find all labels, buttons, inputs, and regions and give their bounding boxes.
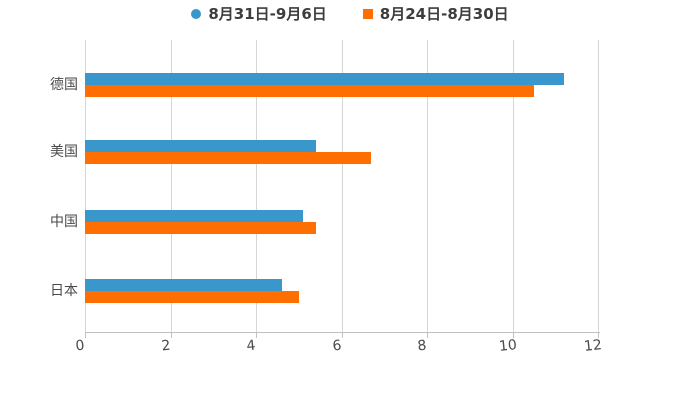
- gridline: [512, 40, 514, 332]
- bar-previous-week: [85, 222, 316, 234]
- bar-current-week: [85, 140, 316, 152]
- x-tick-label: 0: [74, 337, 86, 355]
- x-axis-tick: [427, 332, 428, 338]
- category-label: 日本: [50, 283, 78, 299]
- gridline: [427, 40, 428, 332]
- legend-item-week-aug31-sep6[interactable]: 8月31日-9月6日: [191, 5, 327, 23]
- x-axis-tick: [256, 332, 257, 338]
- x-tick-label: 2: [160, 337, 171, 355]
- legend-item-week-aug24-aug30[interactable]: 8月24日-8月30日: [362, 5, 509, 23]
- x-axis-tick: [85, 332, 86, 338]
- x-tick-label: 12: [583, 337, 603, 355]
- legend-square-marker-icon: [362, 9, 373, 19]
- x-axis-tick: [170, 332, 172, 338]
- x-tick-label: 6: [331, 337, 342, 355]
- bar-current-week: [85, 73, 564, 85]
- legend: 8月31日-9月6日 8月24日-8月30日: [0, 5, 700, 23]
- x-axis-tick: [512, 332, 514, 338]
- x-tick-label: 4: [245, 337, 257, 355]
- bar-previous-week: [85, 152, 372, 164]
- gridline: [170, 40, 172, 332]
- bar-current-week: [85, 210, 304, 222]
- x-tick-label: 10: [497, 337, 518, 355]
- gridline: [341, 40, 343, 332]
- gridline: [85, 40, 86, 332]
- legend-label-week-aug31-sep6: 8月31日-9月6日: [208, 5, 327, 23]
- category-label: 中国: [50, 214, 78, 230]
- x-tick-label: 8: [416, 337, 428, 355]
- gridline: [598, 40, 599, 332]
- x-axis-line: [85, 332, 600, 333]
- bar-previous-week: [85, 291, 299, 303]
- x-axis-tick: [598, 332, 599, 338]
- gridline: [256, 40, 257, 332]
- category-label: 美国: [50, 144, 78, 160]
- bar-current-week: [85, 279, 282, 291]
- x-axis-tick: [341, 332, 343, 338]
- category-label: 德国: [50, 77, 78, 93]
- bar-previous-week: [85, 85, 534, 97]
- legend-label-week-aug24-aug30: 8月24日-8月30日: [379, 5, 509, 23]
- legend-circle-marker-icon: [191, 9, 202, 19]
